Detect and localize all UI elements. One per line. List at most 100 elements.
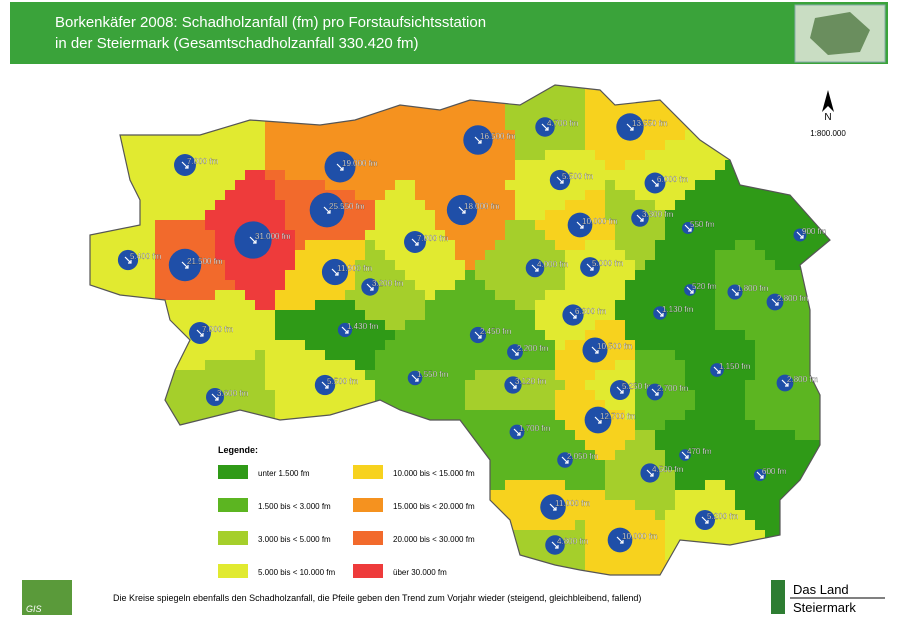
region-cell bbox=[185, 280, 196, 291]
region-cell bbox=[485, 320, 496, 331]
region-cell bbox=[615, 260, 626, 271]
region-cell bbox=[645, 520, 656, 531]
region-cell bbox=[745, 430, 756, 441]
region-cell bbox=[225, 300, 236, 311]
region-cell bbox=[475, 280, 486, 291]
region-cell bbox=[675, 200, 686, 211]
region-cell bbox=[765, 220, 776, 231]
region-cell bbox=[735, 400, 746, 411]
region-cell bbox=[595, 240, 606, 251]
region-cell bbox=[545, 270, 556, 281]
region-cell bbox=[685, 380, 696, 391]
region-cell bbox=[445, 150, 456, 161]
region-cell bbox=[555, 520, 566, 531]
region-cell bbox=[345, 120, 356, 131]
region-cell bbox=[605, 350, 616, 361]
region-cell bbox=[365, 310, 376, 321]
region-cell bbox=[425, 160, 436, 171]
region-cell bbox=[255, 280, 266, 291]
region-cell bbox=[125, 240, 136, 251]
region-cell bbox=[685, 180, 696, 191]
region-cell bbox=[575, 370, 586, 381]
region-cell bbox=[535, 230, 546, 241]
region-cell bbox=[545, 340, 556, 351]
region-cell bbox=[775, 350, 786, 361]
region-cell bbox=[225, 250, 236, 261]
region-cell bbox=[765, 390, 776, 401]
region-cell bbox=[565, 510, 576, 521]
region-cell bbox=[645, 220, 656, 231]
region-cell bbox=[535, 420, 546, 431]
region-cell bbox=[535, 90, 546, 101]
region-cell bbox=[595, 140, 606, 151]
region-cell bbox=[515, 540, 526, 551]
region-cell bbox=[735, 390, 746, 401]
region-cell bbox=[645, 330, 656, 341]
region-cell bbox=[585, 290, 596, 301]
region-cell bbox=[195, 250, 206, 261]
region-cell bbox=[335, 380, 346, 391]
region-cell bbox=[355, 240, 366, 251]
region-cell bbox=[435, 200, 446, 211]
region-cell bbox=[355, 320, 366, 331]
region-cell bbox=[575, 110, 586, 121]
region-cell bbox=[615, 320, 626, 331]
region-cell bbox=[635, 250, 646, 261]
region-cell bbox=[535, 510, 546, 521]
region-cell bbox=[375, 290, 386, 301]
region-cell bbox=[575, 530, 586, 541]
region-cell bbox=[155, 280, 166, 291]
region-cell bbox=[675, 380, 686, 391]
region-cell bbox=[705, 170, 716, 181]
region-cell bbox=[465, 270, 476, 281]
region-cell bbox=[425, 310, 436, 321]
region-cell bbox=[665, 280, 676, 291]
region-cell bbox=[425, 180, 436, 191]
region-cell bbox=[415, 270, 426, 281]
region-cell bbox=[555, 350, 566, 361]
region-cell bbox=[535, 470, 546, 481]
region-cell bbox=[435, 240, 446, 251]
region-cell bbox=[785, 330, 796, 341]
region-cell bbox=[305, 280, 316, 291]
region-cell bbox=[185, 230, 196, 241]
region-cell bbox=[215, 360, 226, 371]
region-cell bbox=[605, 310, 616, 321]
region-cell bbox=[435, 170, 446, 181]
region-cell bbox=[285, 250, 296, 261]
region-cell bbox=[645, 370, 656, 381]
region-cell bbox=[565, 530, 576, 541]
region-cell bbox=[695, 480, 706, 491]
region-cell bbox=[725, 220, 736, 231]
region-cell bbox=[795, 280, 806, 291]
region-cell bbox=[425, 170, 436, 181]
region-cell bbox=[705, 330, 716, 341]
region-cell bbox=[545, 380, 556, 391]
region-cell bbox=[125, 280, 136, 291]
region-cell bbox=[575, 450, 586, 461]
region-cell bbox=[595, 250, 606, 261]
region-cell bbox=[515, 520, 526, 531]
brand-line: Das Land bbox=[793, 582, 849, 597]
region-cell bbox=[505, 450, 516, 461]
region-cell bbox=[315, 270, 326, 281]
region-cell bbox=[215, 270, 226, 281]
region-cell bbox=[645, 360, 656, 371]
region-cell bbox=[375, 280, 386, 291]
region-cell bbox=[755, 390, 766, 401]
region-cell bbox=[255, 300, 266, 311]
station-label: 5.250 fm bbox=[622, 382, 653, 391]
trend-arrow bbox=[458, 206, 466, 214]
region-cell bbox=[165, 310, 176, 321]
region-cell bbox=[615, 500, 626, 511]
region-cell bbox=[605, 570, 616, 575]
region-cell bbox=[745, 350, 756, 361]
region-cell bbox=[695, 160, 706, 171]
region-cell bbox=[715, 480, 726, 491]
trend-arrow bbox=[681, 451, 689, 459]
region-cell bbox=[545, 250, 556, 261]
region-cell bbox=[345, 250, 356, 261]
region-cell bbox=[425, 330, 436, 341]
region-cell bbox=[665, 250, 676, 261]
region-cell bbox=[725, 410, 736, 421]
